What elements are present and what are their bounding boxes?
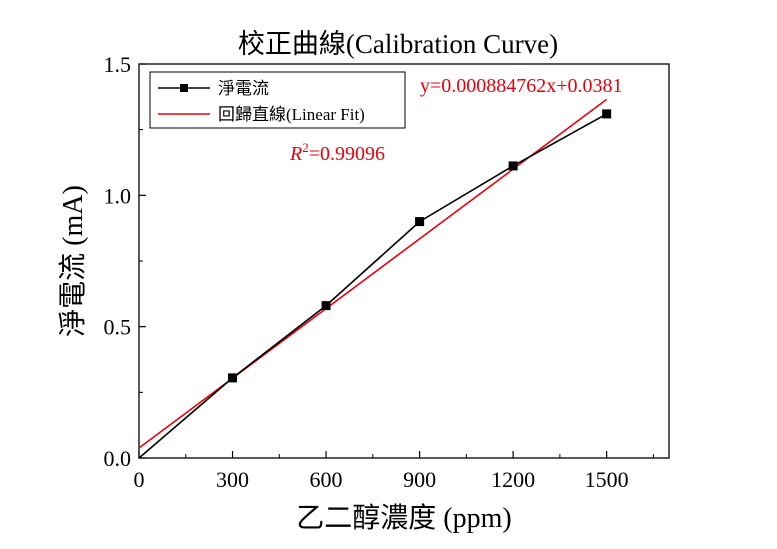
y-axis-label: 淨電流 (mA) (57, 185, 89, 337)
measured-line (138, 113, 608, 459)
x-tick-label: 900 (403, 467, 436, 492)
data-point (508, 161, 518, 171)
legend-marker-measured (180, 84, 188, 92)
x-axis-label: 乙二醇濃度 (ppm) (296, 502, 511, 534)
y-tick-label: 0.5 (104, 315, 132, 340)
x-tick-label: 1500 (585, 467, 629, 492)
y-tick-label: 1.5 (104, 52, 132, 77)
r-squared-symbol: R (289, 143, 302, 165)
r-squared-exponent: 2 (302, 140, 309, 155)
data-point (321, 301, 331, 311)
x-tick-label: 300 (216, 467, 249, 492)
y-axis-ticks: 0.0 0.5 1.0 1.5 (104, 52, 146, 471)
legend-box (149, 71, 406, 129)
y-tick-label: 0.0 (104, 446, 132, 471)
legend-label-measured: 淨電流 (218, 79, 269, 98)
chart-title: 校正曲線(Calibration Curve) (238, 29, 558, 59)
data-point (415, 217, 425, 227)
y-tick-label: 1.0 (104, 183, 132, 208)
x-tick-label: 600 (310, 467, 343, 492)
data-point (602, 109, 612, 119)
r-squared-value: =0.99096 (309, 143, 385, 165)
r-squared: R2=0.99096 (289, 140, 385, 165)
x-tick-label: 1200 (491, 467, 535, 492)
x-tick-label: 0 (134, 467, 145, 492)
data-point (228, 373, 238, 383)
series-layer (138, 98, 612, 459)
legend: 淨電流 回歸直線(Linear Fit) (149, 71, 406, 129)
x-axis-ticks: 0 300 600 900 1200 1500 (134, 451, 654, 492)
legend-label-fit: 回歸直線(Linear Fit) (218, 105, 365, 124)
fit-equation: y=0.000884762x+0.0381 (420, 75, 623, 97)
